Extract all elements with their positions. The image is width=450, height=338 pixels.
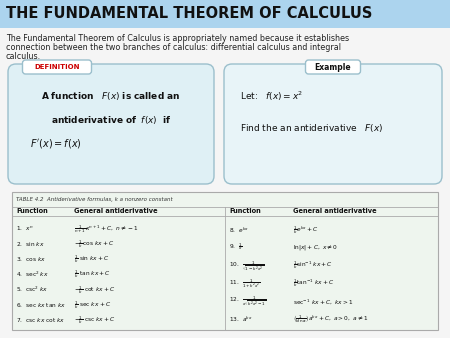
Text: $\frac{1}{k}$sin$^{-1}$ $kx + C$: $\frac{1}{k}$sin$^{-1}$ $kx + C$ — [293, 260, 333, 271]
Text: sec$^{-1}$ $kx + C,\ kx > 1$: sec$^{-1}$ $kx + C,\ kx > 1$ — [293, 297, 353, 306]
Text: connection between the two branches of calculus: differential calculus and integ: connection between the two branches of c… — [6, 43, 341, 52]
FancyBboxPatch shape — [8, 64, 214, 184]
Text: 11.  $\frac{1}{1+k^2x^2}$: 11. $\frac{1}{1+k^2x^2}$ — [229, 277, 261, 290]
Text: Let:   $f(x) = x^2$: Let: $f(x) = x^2$ — [240, 89, 303, 103]
Text: calculus.: calculus. — [6, 52, 41, 61]
Text: Function: Function — [16, 208, 48, 214]
Text: 1.  $x^n$: 1. $x^n$ — [16, 224, 33, 233]
Text: $\mathbf{A\ function}$   $F(x)$$\mathbf{\ is\ called\ an}$: $\mathbf{A\ function}$ $F(x)$$\mathbf{\ … — [41, 90, 180, 102]
Text: THE FUNDAMENTAL THEOREM OF CALCULUS: THE FUNDAMENTAL THEOREM OF CALCULUS — [6, 6, 373, 22]
Text: 4.  sec$^2$ $kx$: 4. sec$^2$ $kx$ — [16, 270, 49, 279]
Text: $\frac{1}{k}$tan$^{-1}$ $kx + C$: $\frac{1}{k}$tan$^{-1}$ $kx + C$ — [293, 277, 334, 289]
Bar — [0, 0, 450, 28]
Text: Find the an antiderivative   $F(x)$: Find the an antiderivative $F(x)$ — [240, 122, 383, 134]
Text: 6.  sec $kx$ tan $kx$: 6. sec $kx$ tan $kx$ — [16, 301, 66, 309]
Text: $\frac{1}{k}e^{kx} + C$: $\frac{1}{k}e^{kx} + C$ — [293, 224, 319, 236]
Text: 13.  $a^{kx}$: 13. $a^{kx}$ — [229, 314, 253, 324]
Text: 12.  $\frac{1}{x\sqrt{k^2x^2-1}}$: 12. $\frac{1}{x\sqrt{k^2x^2-1}}$ — [229, 294, 267, 308]
FancyBboxPatch shape — [22, 60, 91, 74]
Text: Function: Function — [229, 208, 261, 214]
FancyBboxPatch shape — [224, 64, 442, 184]
Text: 8.  $e^{kx}$: 8. $e^{kx}$ — [229, 225, 249, 235]
Text: 3.  cos $kx$: 3. cos $kx$ — [16, 255, 46, 263]
Bar — [12, 192, 438, 330]
Text: TABLE 4.2  Antiderivative formulas, k a nonzero constant: TABLE 4.2 Antiderivative formulas, k a n… — [16, 197, 173, 202]
Text: The Fundamental Theorem of Calculus is appropriately named because it establishe: The Fundamental Theorem of Calculus is a… — [6, 34, 349, 43]
Text: $F'(x) = f(x)$: $F'(x) = f(x)$ — [30, 138, 82, 150]
Text: 2.  sin $kx$: 2. sin $kx$ — [16, 240, 45, 248]
Text: $\frac{1}{k}$ sec $kx + C$: $\frac{1}{k}$ sec $kx + C$ — [74, 299, 111, 311]
Text: 10.  $\frac{1}{\sqrt{1-k^2x^2}}$: 10. $\frac{1}{\sqrt{1-k^2x^2}}$ — [229, 259, 264, 272]
Text: $\frac{1}{n+1}x^{n+1} + C,\ n \neq -1$: $\frac{1}{n+1}x^{n+1} + C,\ n \neq -1$ — [74, 223, 139, 235]
Text: 9.  $\frac{1}{x}$: 9. $\frac{1}{x}$ — [229, 242, 243, 253]
Text: $\mathbf{antiderivative\ of}$  $f(x)$  $\mathbf{if}$: $\mathbf{antiderivative\ of}$ $f(x)$ $\m… — [51, 114, 171, 126]
Text: $\left(\frac{1}{k\ln a}\right)a^{kx} + C,\ a>0,\ a\neq 1$: $\left(\frac{1}{k\ln a}\right)a^{kx} + C… — [293, 313, 369, 325]
Text: Example: Example — [315, 63, 351, 72]
Text: $\ln|x| + C,\ x \neq 0$: $\ln|x| + C,\ x \neq 0$ — [293, 243, 338, 252]
Text: $-\frac{1}{k}$ cot $kx + C$: $-\frac{1}{k}$ cot $kx + C$ — [74, 284, 115, 296]
Text: $-\frac{1}{k}$ csc $kx + C$: $-\frac{1}{k}$ csc $kx + C$ — [74, 314, 116, 326]
Text: $\frac{1}{k}$ tan $kx + C$: $\frac{1}{k}$ tan $kx + C$ — [74, 269, 111, 281]
Text: $-\frac{1}{k}$cos $kx + C$: $-\frac{1}{k}$cos $kx + C$ — [74, 238, 114, 250]
Text: $\frac{1}{k}$ sin $kx + C$: $\frac{1}{k}$ sin $kx + C$ — [74, 253, 110, 265]
Text: 5.  csc$^2$ $kx$: 5. csc$^2$ $kx$ — [16, 285, 49, 294]
Text: General antiderivative: General antiderivative — [74, 208, 158, 214]
Text: General antiderivative: General antiderivative — [293, 208, 377, 214]
Text: 7.  csc $kx$ cot $kx$: 7. csc $kx$ cot $kx$ — [16, 316, 65, 324]
Text: DEFINITION: DEFINITION — [34, 64, 80, 70]
FancyBboxPatch shape — [306, 60, 360, 74]
